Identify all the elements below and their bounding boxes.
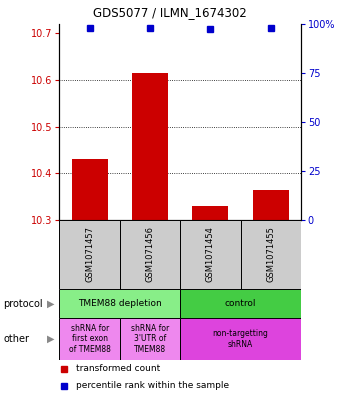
Text: shRNA for
first exon
of TMEM88: shRNA for first exon of TMEM88 (69, 324, 110, 354)
Bar (192, 206, 228, 220)
Text: GSM1071454: GSM1071454 (206, 226, 215, 283)
Text: GDS5077 / ILMN_1674302: GDS5077 / ILMN_1674302 (93, 6, 247, 19)
Text: GSM1071455: GSM1071455 (266, 226, 275, 283)
Bar (120, 318, 180, 360)
Text: shRNA for
3'UTR of
TMEM88: shRNA for 3'UTR of TMEM88 (131, 324, 169, 354)
Text: ▶: ▶ (47, 299, 55, 309)
Bar (59, 318, 120, 360)
Text: GSM1071456: GSM1071456 (146, 226, 154, 283)
Bar (180, 220, 240, 289)
Bar (59, 220, 120, 289)
Text: protocol: protocol (3, 299, 43, 309)
Text: control: control (225, 299, 256, 308)
Bar (180, 289, 301, 318)
Text: ▶: ▶ (47, 334, 55, 344)
Text: TMEM88 depletion: TMEM88 depletion (78, 299, 162, 308)
Bar (71, 159, 108, 220)
Bar (132, 73, 168, 220)
Bar (240, 220, 301, 289)
Text: non-targetting
shRNA: non-targetting shRNA (212, 329, 269, 349)
Bar (120, 220, 180, 289)
Text: percentile rank within the sample: percentile rank within the sample (76, 381, 230, 390)
Bar (180, 318, 301, 360)
Bar (59, 289, 180, 318)
Text: GSM1071457: GSM1071457 (85, 226, 94, 283)
Text: transformed count: transformed count (76, 364, 160, 373)
Text: other: other (3, 334, 29, 344)
Bar (253, 190, 289, 220)
